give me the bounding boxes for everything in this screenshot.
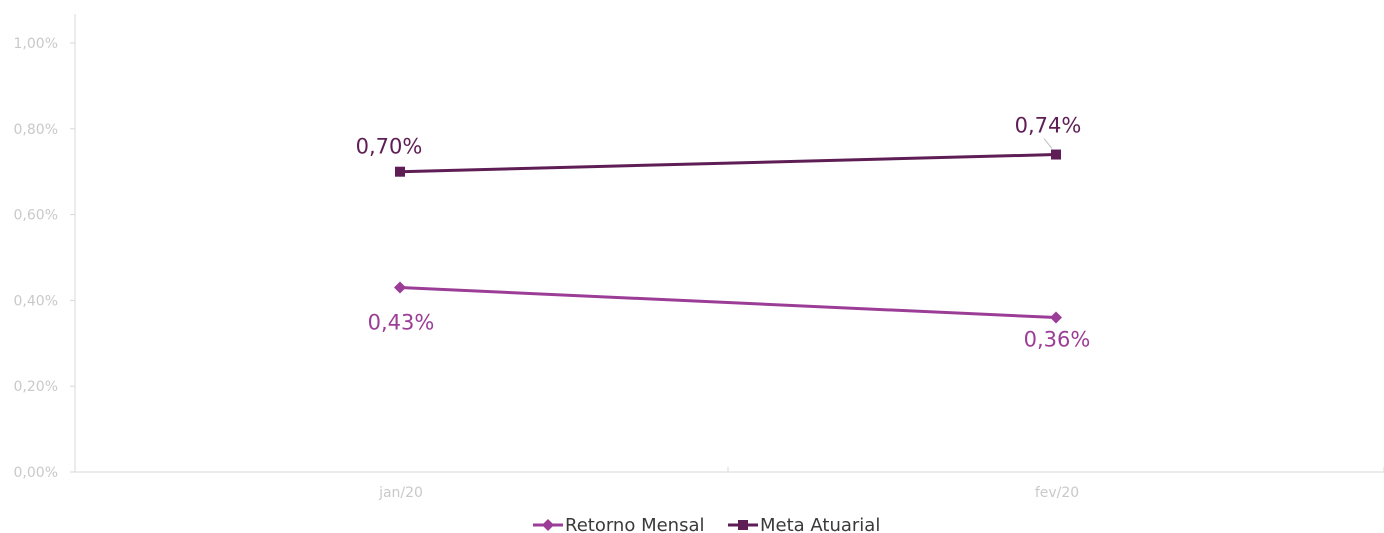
axes: 0,00% 0,20% 0,40% 0,60% 0,80% 1,00% jan/20 fev/…: [14, 14, 1384, 501]
data-label: 0,70%: [356, 135, 423, 159]
legend-item[interactable]: Meta Atuarial: [728, 515, 880, 533]
data-point: [395, 166, 405, 177]
data-point: [394, 281, 406, 294]
series-meta-atuarial: [395, 149, 1061, 177]
x-tick-label: fev/20: [1035, 485, 1079, 501]
series-line: [399, 153, 1057, 174]
x-tick-label: jan/20: [378, 485, 423, 501]
legend-marker: [542, 519, 554, 531]
y-tick-label: 0,00%: [14, 465, 58, 481]
data-label: 0,43%: [368, 311, 435, 335]
data-point: [1050, 311, 1062, 324]
data-point: [1051, 149, 1061, 160]
y-tick-label: 0,20%: [14, 379, 58, 395]
y-tick-label: 0,80%: [14, 122, 58, 138]
y-tick-label: 0,60%: [14, 208, 58, 224]
series-retorno-mensal: [394, 281, 1062, 324]
legend-marker: [738, 520, 748, 530]
y-tick-label: 0,40%: [14, 293, 58, 309]
legend-label: Retorno Mensal: [565, 515, 705, 533]
y-tick-label: 1,00%: [14, 36, 58, 52]
data-labels: 0,43% 0,36% 0,70% 0,74%: [356, 114, 1091, 352]
label-leader-line: [1043, 138, 1053, 149]
series-group: [394, 149, 1062, 324]
series-line: [399, 286, 1057, 320]
legend-item[interactable]: Retorno Mensal: [533, 515, 705, 533]
legend-label: Meta Atuarial: [760, 515, 880, 533]
data-label: 0,74%: [1015, 114, 1082, 138]
legend[interactable]: Retorno Mensal Meta Atuarial: [533, 515, 880, 533]
data-label: 0,36%: [1024, 328, 1091, 352]
